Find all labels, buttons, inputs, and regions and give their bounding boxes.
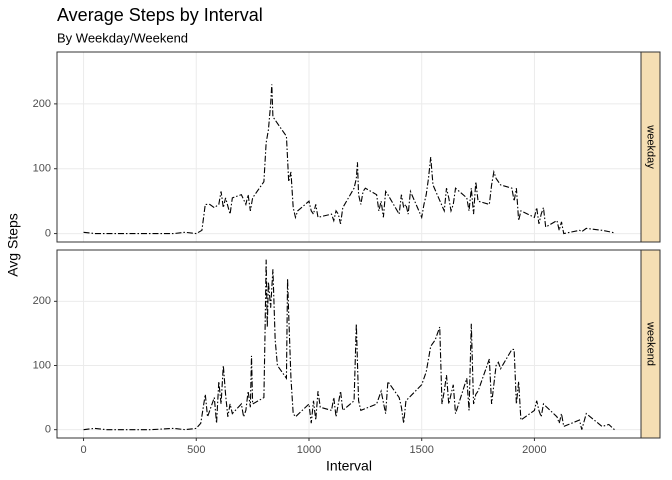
x-tick-label: 1500 [409,444,433,456]
x-tick-label: 2000 [522,444,546,456]
x-axis-label: Interval [326,458,372,474]
facet-label: weekend [645,321,657,366]
chart-title: Average Steps by Interval [57,5,263,25]
data-line [83,259,615,431]
y-tick-label: 100 [33,163,51,175]
y-tick-label: 100 [33,359,51,371]
x-tick-label: 0 [80,444,86,456]
panel-background [57,52,641,242]
facet-label: weekday [645,124,657,169]
y-axis-label: Avg Steps [5,213,21,277]
y-tick-label: 0 [45,227,51,239]
panel-background [57,250,641,438]
facet-strip [640,249,661,439]
data-line [83,84,615,235]
y-tick-label: 200 [33,295,51,307]
chart-subtitle: By Weekday/Weekend [57,30,188,45]
x-tick-label: 1000 [297,444,321,456]
x-tick-label: 500 [187,444,205,456]
y-tick-label: 0 [45,424,51,436]
facet-strip [640,51,661,243]
y-tick-label: 200 [33,98,51,110]
